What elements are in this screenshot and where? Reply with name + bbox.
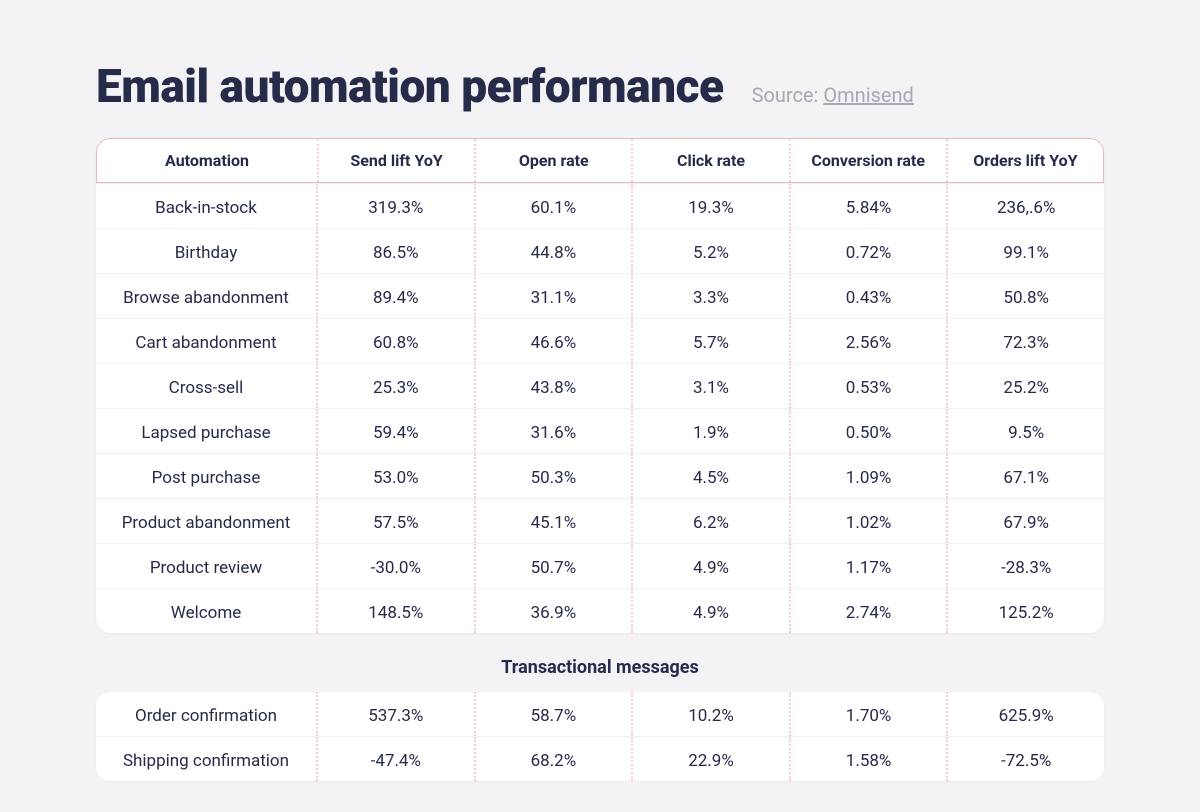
row-open-rate: 31.1% xyxy=(474,274,632,318)
row-open-rate: 31.6% xyxy=(474,409,632,453)
col-header-automation: Automation xyxy=(97,139,317,182)
row-name: Welcome xyxy=(96,589,316,633)
row-send-lift: 89.4% xyxy=(316,274,474,318)
row-click-rate: 19.3% xyxy=(631,184,789,228)
row-send-lift: -30.0% xyxy=(316,544,474,588)
performance-table: Automation Send lift YoY Open rate Click… xyxy=(96,138,1104,633)
table-row: Birthday86.5%44.8%5.2%0.72%99.1% xyxy=(96,228,1104,273)
row-conversion: 0.43% xyxy=(789,274,947,318)
row-orders-lift: 72.3% xyxy=(946,319,1104,363)
row-conversion: 0.72% xyxy=(789,229,947,273)
row-send-lift: -47.4% xyxy=(316,737,474,781)
row-orders-lift: 67.9% xyxy=(946,499,1104,543)
row-name: Browse abandonment xyxy=(96,274,316,318)
row-name: Product review xyxy=(96,544,316,588)
row-send-lift: 57.5% xyxy=(316,499,474,543)
table-header-row: Automation Send lift YoY Open rate Click… xyxy=(97,139,1103,182)
row-conversion: 1.02% xyxy=(789,499,947,543)
row-conversion: 0.50% xyxy=(789,409,947,453)
row-name: Back-in-stock xyxy=(96,184,316,228)
row-name: Cross-sell xyxy=(96,364,316,408)
source-link[interactable]: Omnisend xyxy=(823,83,913,107)
row-send-lift: 25.3% xyxy=(316,364,474,408)
transactional-table: Order confirmation537.3%58.7%10.2%1.70%6… xyxy=(96,692,1104,781)
row-name: Shipping confirmation xyxy=(96,737,316,781)
col-header-conversion: Conversion rate xyxy=(789,139,946,182)
row-open-rate: 50.7% xyxy=(474,544,632,588)
row-send-lift: 53.0% xyxy=(316,454,474,498)
row-open-rate: 50.3% xyxy=(474,454,632,498)
source-credit: Source: Omnisend xyxy=(752,83,914,107)
table-row: Back-in-stock319.3%60.1%19.3%5.84%236,.6… xyxy=(96,183,1104,228)
row-send-lift: 537.3% xyxy=(316,692,474,736)
row-click-rate: 22.9% xyxy=(631,737,789,781)
row-name: Cart abandonment xyxy=(96,319,316,363)
table-row: Product abandonment57.5%45.1%6.2%1.02%67… xyxy=(96,498,1104,543)
row-open-rate: 45.1% xyxy=(474,499,632,543)
col-header-orders-lift: Orders lift YoY xyxy=(946,139,1103,182)
transactional-subheading: Transactional messages xyxy=(96,633,1104,692)
row-orders-lift: 625.9% xyxy=(946,692,1104,736)
row-open-rate: 68.2% xyxy=(474,737,632,781)
row-orders-lift: 125.2% xyxy=(946,589,1104,633)
row-send-lift: 59.4% xyxy=(316,409,474,453)
row-click-rate: 4.5% xyxy=(631,454,789,498)
row-conversion: 1.70% xyxy=(789,692,947,736)
row-send-lift: 86.5% xyxy=(316,229,474,273)
row-name: Order confirmation xyxy=(96,692,316,736)
row-click-rate: 4.9% xyxy=(631,544,789,588)
row-conversion: 2.56% xyxy=(789,319,947,363)
table-row: Browse abandonment89.4%31.1%3.3%0.43%50.… xyxy=(96,273,1104,318)
row-name: Product abandonment xyxy=(96,499,316,543)
row-open-rate: 60.1% xyxy=(474,184,632,228)
row-click-rate: 4.9% xyxy=(631,589,789,633)
col-header-open-rate: Open rate xyxy=(474,139,631,182)
row-send-lift: 319.3% xyxy=(316,184,474,228)
row-orders-lift: 67.1% xyxy=(946,454,1104,498)
row-conversion: 0.53% xyxy=(789,364,947,408)
row-click-rate: 10.2% xyxy=(631,692,789,736)
row-orders-lift: -28.3% xyxy=(946,544,1104,588)
row-open-rate: 58.7% xyxy=(474,692,632,736)
table-row: Order confirmation537.3%58.7%10.2%1.70%6… xyxy=(96,692,1104,736)
row-orders-lift: -72.5% xyxy=(946,737,1104,781)
row-open-rate: 44.8% xyxy=(474,229,632,273)
row-orders-lift: 9.5% xyxy=(946,409,1104,453)
col-header-click-rate: Click rate xyxy=(631,139,788,182)
row-orders-lift: 99.1% xyxy=(946,229,1104,273)
row-orders-lift: 236,.6% xyxy=(946,184,1104,228)
table-row: Cross-sell25.3%43.8%3.1%0.53%25.2% xyxy=(96,363,1104,408)
table-row: Shipping confirmation-47.4%68.2%22.9%1.5… xyxy=(96,736,1104,781)
table-row: Product review-30.0%50.7%4.9%1.17%-28.3% xyxy=(96,543,1104,588)
row-conversion: 1.17% xyxy=(789,544,947,588)
row-send-lift: 60.8% xyxy=(316,319,474,363)
row-click-rate: 6.2% xyxy=(631,499,789,543)
row-conversion: 2.74% xyxy=(789,589,947,633)
table-row: Cart abandonment60.8%46.6%5.7%2.56%72.3% xyxy=(96,318,1104,363)
row-conversion: 1.58% xyxy=(789,737,947,781)
row-click-rate: 5.2% xyxy=(631,229,789,273)
row-open-rate: 43.8% xyxy=(474,364,632,408)
row-open-rate: 36.9% xyxy=(474,589,632,633)
table-row: Welcome148.5%36.9%4.9%2.74%125.2% xyxy=(96,588,1104,633)
row-click-rate: 5.7% xyxy=(631,319,789,363)
table-row: Lapsed purchase59.4%31.6%1.9%0.50%9.5% xyxy=(96,408,1104,453)
row-conversion: 5.84% xyxy=(789,184,947,228)
row-orders-lift: 25.2% xyxy=(946,364,1104,408)
row-click-rate: 3.1% xyxy=(631,364,789,408)
row-name: Lapsed purchase xyxy=(96,409,316,453)
row-orders-lift: 50.8% xyxy=(946,274,1104,318)
row-open-rate: 46.6% xyxy=(474,319,632,363)
row-name: Birthday xyxy=(96,229,316,273)
row-click-rate: 1.9% xyxy=(631,409,789,453)
row-click-rate: 3.3% xyxy=(631,274,789,318)
col-header-send-lift: Send lift YoY xyxy=(317,139,474,182)
row-name: Post purchase xyxy=(96,454,316,498)
table-row: Post purchase53.0%50.3%4.5%1.09%67.1% xyxy=(96,453,1104,498)
row-send-lift: 148.5% xyxy=(316,589,474,633)
page-title: Email automation performance xyxy=(96,60,724,114)
source-prefix: Source: xyxy=(752,83,824,107)
row-conversion: 1.09% xyxy=(789,454,947,498)
